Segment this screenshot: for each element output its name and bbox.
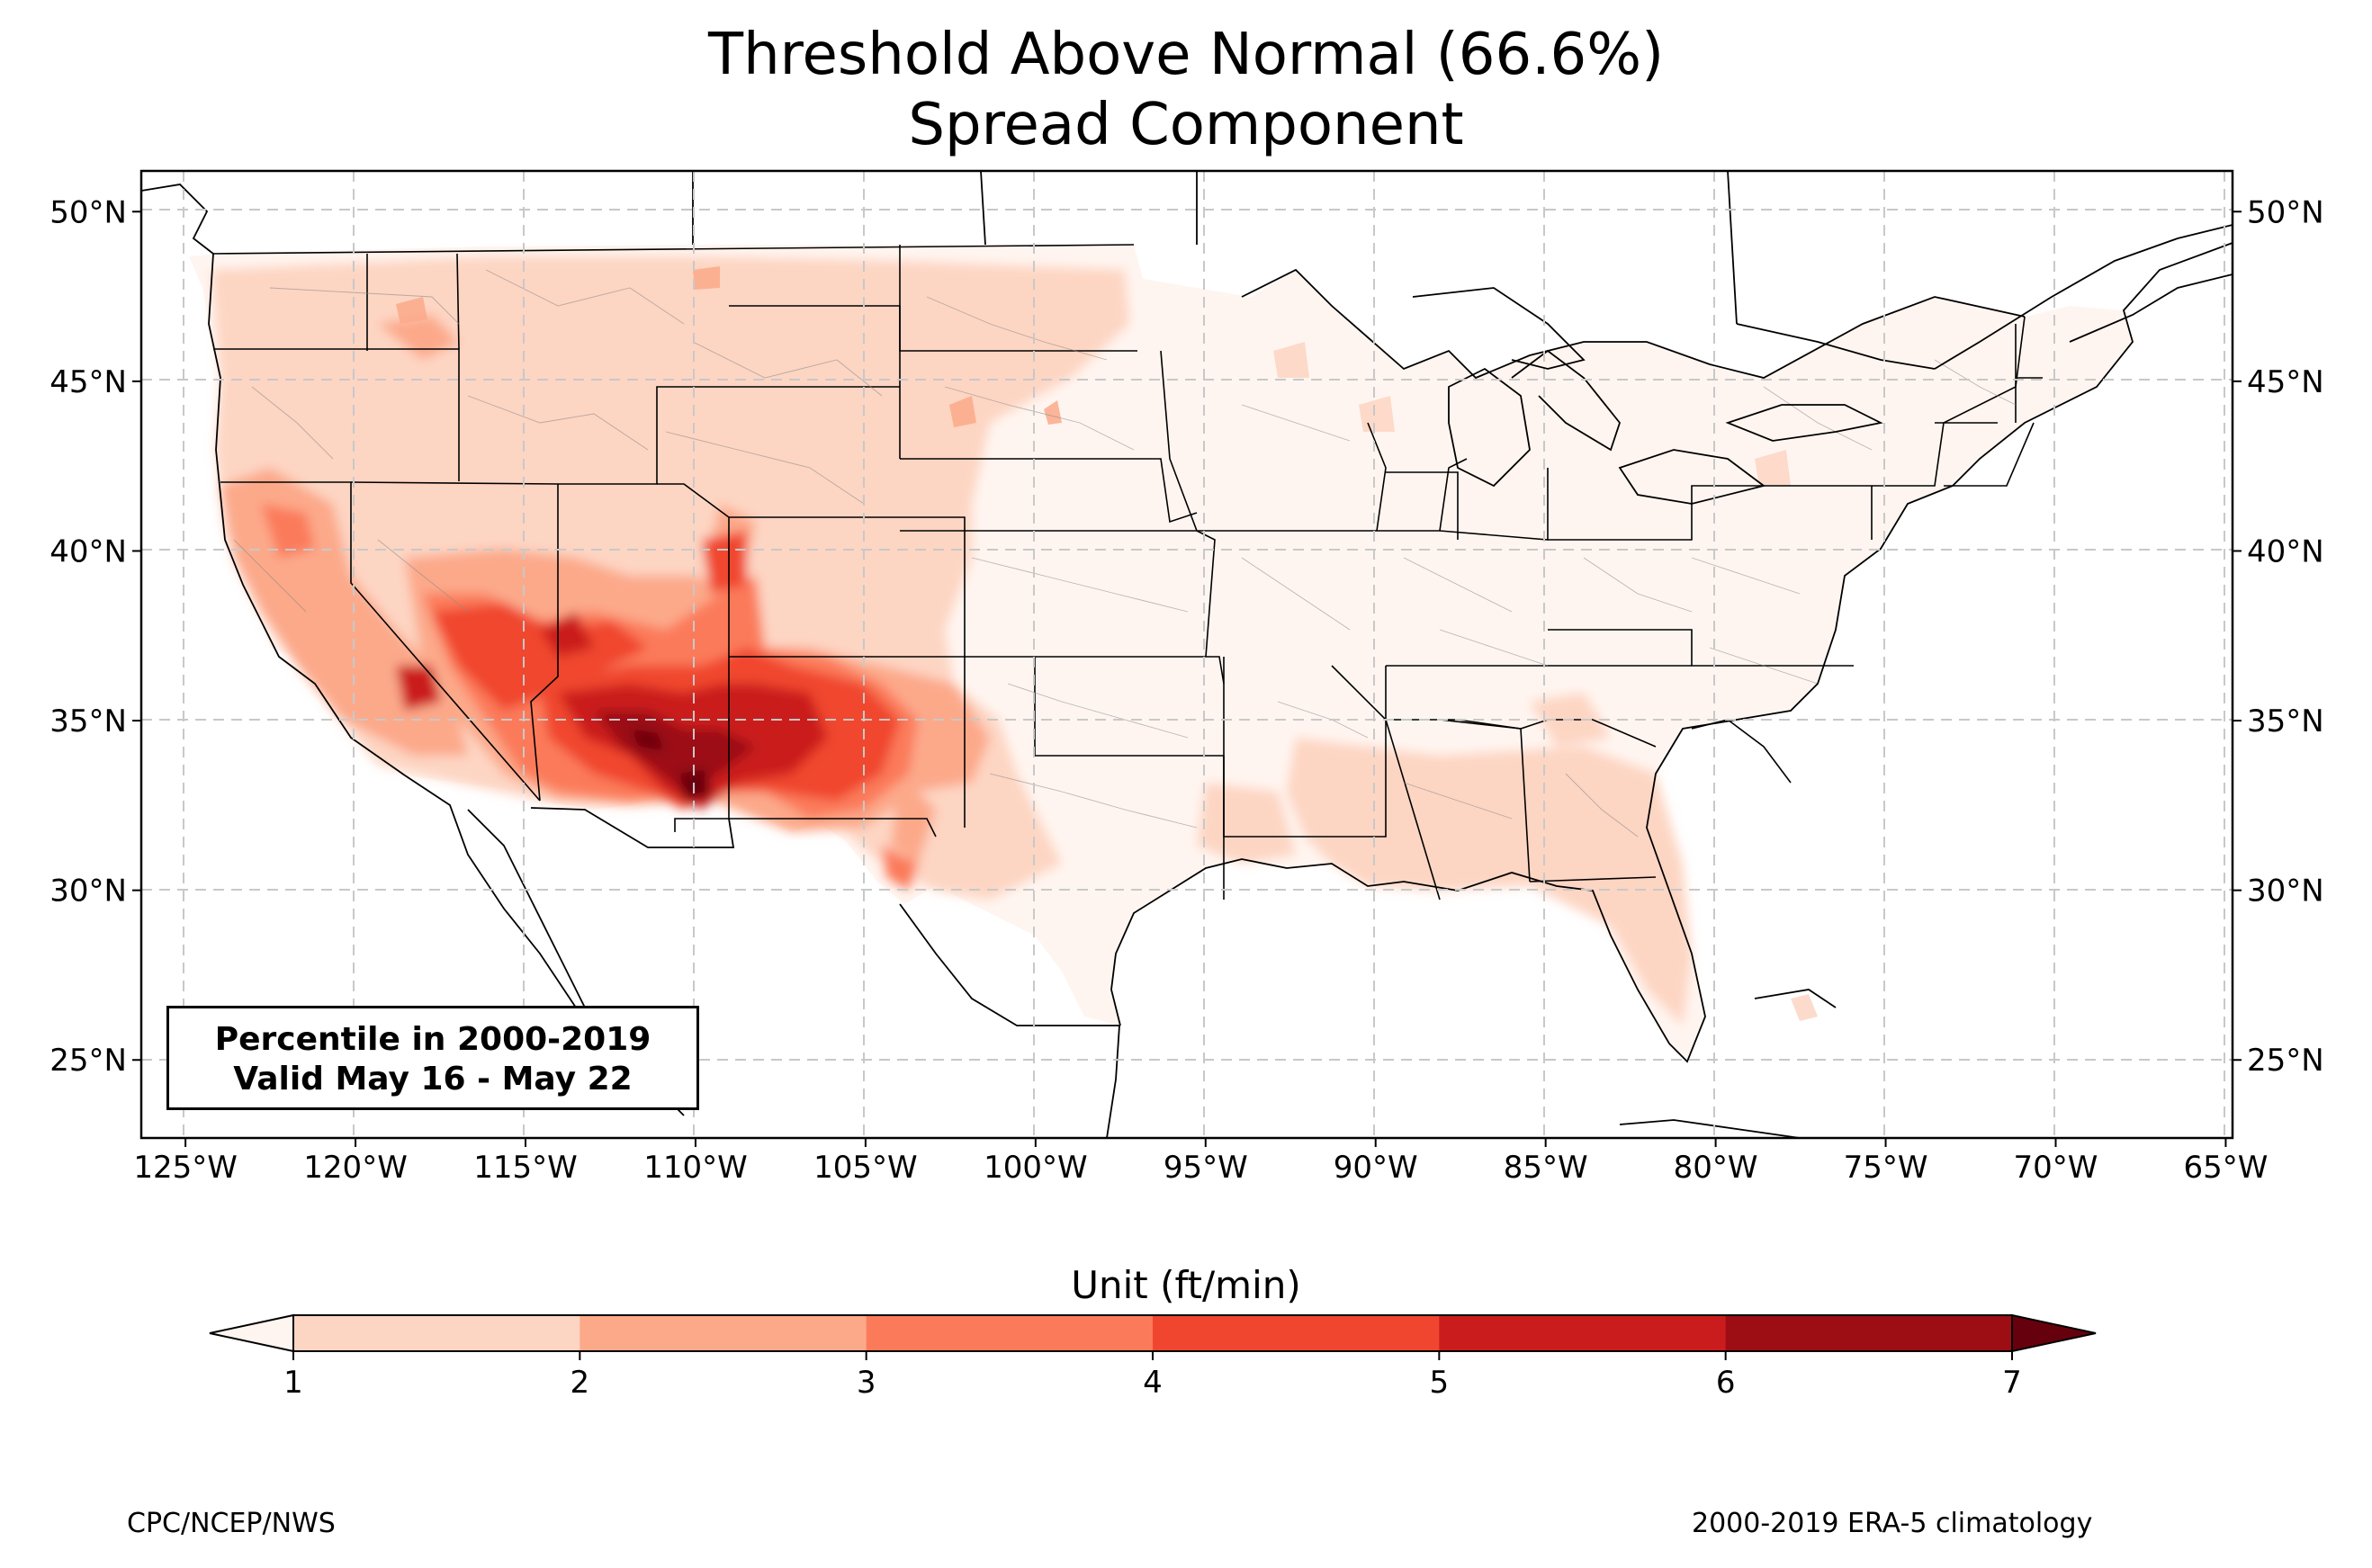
spread-patches: [396, 266, 1818, 1021]
lon-tick-label: 120°W: [303, 1150, 408, 1186]
lat-tick-label: 30°N: [2247, 874, 2324, 909]
lon-tick-label: 110°W: [643, 1150, 748, 1186]
colorbar-tick-label: 4: [1143, 1365, 1163, 1401]
lon-tick-label: 115°W: [473, 1150, 578, 1186]
footer-source: CPC/NCEP/NWS: [127, 1508, 336, 1539]
lon-tick-label: 65°W: [2183, 1150, 2268, 1186]
lon-tick-label: 90°W: [1334, 1150, 1418, 1186]
lat-tick-label: 50°N: [2247, 194, 2324, 230]
lat-tick-label: 35°N: [49, 703, 127, 739]
title-line-2: Spread Component: [908, 92, 1464, 158]
plot-frame: [139, 169, 2234, 1140]
colorbar-tick-label: 5: [1430, 1365, 1450, 1401]
colorbar-tick-label: 2: [571, 1365, 590, 1401]
colorbar-segment: [1153, 1315, 1440, 1351]
state-boundaries: [212, 244, 2043, 900]
lon-tick-label: 100°W: [984, 1150, 1088, 1186]
lon-tick-label: 125°W: [133, 1150, 238, 1186]
colorbar-under-extension: [209, 1313, 294, 1353]
colorbar-tick-label: 1: [283, 1365, 303, 1401]
colorbar-segment: [1725, 1315, 2013, 1351]
lat-tick-label: 50°N: [49, 194, 127, 230]
info-line-1: Percentile in 2000-2019: [214, 1021, 651, 1058]
info-line-2: Valid May 16 - May 22: [233, 1061, 633, 1098]
lon-tick-label: 80°W: [1674, 1150, 1758, 1186]
lon-tick-label: 85°W: [1504, 1150, 1588, 1186]
lat-tick-label: 25°N: [49, 1043, 127, 1079]
coastlines: [141, 171, 2233, 1138]
colorbar-tick-label: 6: [1716, 1365, 1736, 1401]
county-boundaries: [233, 269, 2017, 838]
lon-tick-label: 105°W: [813, 1150, 918, 1186]
colorbar-segment: [293, 1315, 580, 1351]
colorbar-tick-label: 3: [857, 1365, 876, 1401]
colorbar-tick-label: 7: [2002, 1365, 2022, 1401]
lat-tick-label: 45°N: [2247, 364, 2324, 400]
lat-tick-label: 40°N: [2247, 533, 2324, 569]
lat-tick-label: 35°N: [2247, 703, 2324, 739]
map-title: Threshold Above Normal (66.6%) Spread Co…: [0, 20, 2372, 160]
lat-tick-label: 25°N: [2247, 1043, 2324, 1079]
lon-axis: 125°W 120°W 115°W 110°W 105°W 100°W 95°W 90°W 85…: [133, 1138, 2268, 1186]
colorbar-segment: [1439, 1315, 1727, 1351]
lat-tick-label: 40°N: [49, 533, 127, 569]
lat-tick-label: 45°N: [49, 364, 127, 400]
lon-tick-label: 95°W: [1164, 1150, 1248, 1186]
colorbar-over-extension: [2011, 1313, 2097, 1353]
colorbar-segment: [866, 1315, 1154, 1351]
lat-tick-label: 30°N: [49, 874, 127, 909]
colorbar: 1 2 3 4 5 6 7: [209, 1313, 2097, 1401]
colorbar-segment: [580, 1315, 867, 1351]
lon-tick-label: 75°W: [1844, 1150, 1928, 1186]
colorbar-label: Unit (ft/min): [1071, 1263, 1301, 1307]
title-line-1: Threshold Above Normal (66.6%): [707, 22, 1665, 88]
lat-axis: 50°N 50°N 45°N 45°N 40°N 40°N 35°N 35°N 30°N 30°N…: [49, 194, 2323, 1079]
lon-tick-label: 70°W: [2014, 1150, 2098, 1186]
info-box: Percentile in 2000-2019 Valid May 16 - M…: [166, 1006, 699, 1110]
footer-climatology: 2000-2019 ERA-5 climatology: [1692, 1508, 2093, 1539]
